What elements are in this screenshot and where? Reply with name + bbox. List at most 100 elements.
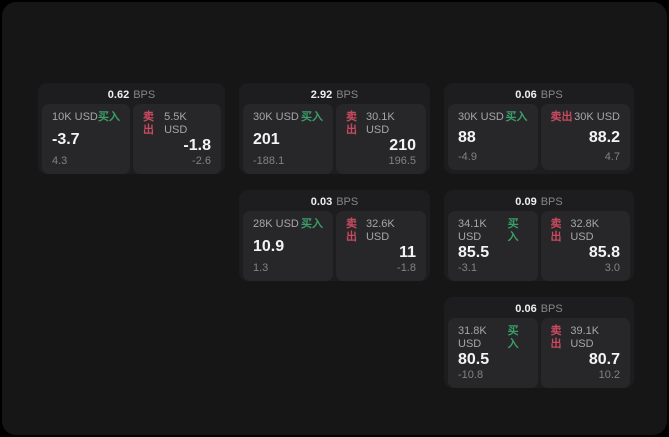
spread-bps-value: 0.06 <box>515 303 537 315</box>
sell-quote-panel[interactable]: 卖出 32.8K USD 85.8 3.0 <box>540 211 630 281</box>
buy-panel-header: 31.8K USD 买入 <box>458 325 528 351</box>
sell-size-label: 39.1K USD <box>570 325 600 350</box>
buy-size-label: 28K USD <box>253 218 299 230</box>
quote-card-3: 0.06 BPS 30K USD 买入 88 -4.9 卖出 30K USD <box>444 83 634 174</box>
sell-side-label: 卖出 <box>143 111 154 136</box>
sell-size-label: 32.6K USD <box>365 218 395 243</box>
spread-bps-unit: BPS <box>540 196 563 208</box>
buy-price: 85.5 <box>458 244 490 261</box>
card-header: 0.09 BPS <box>448 194 630 211</box>
sell-quote-panel[interactable]: 卖出 30K USD 88.2 4.7 <box>540 104 630 170</box>
quote-board: 0.62 BPS 10K USD 买入 -3.7 4.3 卖出 5.5K USD <box>38 83 634 388</box>
sell-size-label: 30K USD <box>574 111 620 123</box>
quote-panels: 31.8K USD 买入 80.5 -10.8 卖出 39.1K USD 80.… <box>448 318 630 388</box>
sell-panel-header: 卖出 30.1K USD <box>346 111 416 137</box>
buy-side-label: 买入 <box>98 111 120 123</box>
quote-card-2: 2.92 BPS 30K USD 买入 201 -188.1 卖出 30.1K … <box>239 83 430 174</box>
buy-sub-value: 1.3 <box>253 262 269 274</box>
sell-quote-panel[interactable]: 卖出 39.1K USD 80.7 10.2 <box>540 318 630 388</box>
sell-price: 210 <box>389 137 416 154</box>
buy-quote-panel[interactable]: 34.1K USD 买入 85.5 -3.1 <box>448 211 538 281</box>
buy-panel-header: 28K USD 买入 <box>253 218 323 231</box>
buy-price: -3.7 <box>52 130 80 148</box>
buy-price: 80.5 <box>458 351 490 368</box>
sell-price: 11 <box>399 244 416 261</box>
sell-size-label: 32.8K USD <box>570 218 600 243</box>
quote-card-4: 0.03 BPS 28K USD 买入 10.9 1.3 卖出 32.6K US… <box>239 190 430 281</box>
spread-bps-unit: BPS <box>133 89 156 101</box>
sell-size-label: 30.1K USD <box>365 111 395 136</box>
sell-panel-header: 卖出 32.8K USD <box>551 218 621 244</box>
quote-panels: 30K USD 买入 88 -4.9 卖出 30K USD 88.2 4.7 <box>448 104 630 170</box>
sell-price: 85.8 <box>588 244 620 261</box>
buy-size-label: 10K USD <box>52 111 98 123</box>
sell-side-label: 卖出 <box>550 325 562 350</box>
sell-sub-value: 10.2 <box>598 369 620 381</box>
buy-size-label: 31.8K USD <box>458 325 487 350</box>
quote-panels: 34.1K USD 买入 85.5 -3.1 卖出 32.8K USD 85.8… <box>448 211 630 281</box>
card-header: 0.06 BPS <box>448 87 630 104</box>
buy-sub-value: -188.1 <box>253 155 285 167</box>
sell-sub-value: 3.0 <box>604 262 620 274</box>
spread-bps-unit: BPS <box>336 196 359 208</box>
card-header: 2.92 BPS <box>243 87 426 104</box>
buy-panel-header: 30K USD 买入 <box>458 111 528 124</box>
buy-side-label: 买入 <box>507 218 519 243</box>
buy-sub-value: -3.1 <box>458 262 477 274</box>
sell-quote-panel[interactable]: 卖出 32.6K USD 11 -1.8 <box>336 211 426 281</box>
sell-price: 80.7 <box>588 351 620 368</box>
buy-sub-value: 4.3 <box>52 155 68 167</box>
buy-sub-value: -4.9 <box>458 151 477 163</box>
buy-price: 10.9 <box>253 237 285 255</box>
buy-size-label: 30K USD <box>253 111 299 123</box>
spread-bps-value: 0.09 <box>515 196 537 208</box>
buy-quote-panel[interactable]: 30K USD 买入 88 -4.9 <box>448 104 538 170</box>
buy-side-label: 买入 <box>301 218 323 230</box>
buy-price: 201 <box>253 130 280 148</box>
spread-bps-value: 2.92 <box>310 89 333 101</box>
card-header: 0.03 BPS <box>243 194 426 211</box>
sell-side-label: 卖出 <box>550 218 562 243</box>
sell-size-label: 5.5K USD <box>164 111 188 136</box>
sell-side-label: 卖出 <box>550 111 573 123</box>
spread-bps-unit: BPS <box>540 303 563 315</box>
spread-bps-value: 0.62 <box>107 89 130 101</box>
spread-bps-value: 0.03 <box>310 196 333 208</box>
sell-panel-header: 卖出 5.5K USD <box>143 111 211 137</box>
buy-panel-header: 34.1K USD 买入 <box>458 218 528 244</box>
sell-sub-value: -1.8 <box>397 262 416 274</box>
buy-quote-panel[interactable]: 10K USD 买入 -3.7 4.3 <box>42 104 130 174</box>
sell-quote-panel[interactable]: 卖出 5.5K USD -1.8 -2.6 <box>133 104 221 174</box>
sell-quote-panel[interactable]: 卖出 30.1K USD 210 196.5 <box>336 104 426 174</box>
sell-side-label: 卖出 <box>346 111 357 136</box>
sell-sub-value: 4.7 <box>604 151 620 163</box>
sell-price: 88.2 <box>588 128 620 146</box>
buy-price: 88 <box>458 128 476 146</box>
quote-card-1: 0.62 BPS 10K USD 买入 -3.7 4.3 卖出 5.5K USD <box>38 83 225 174</box>
quote-panels: 28K USD 买入 10.9 1.3 卖出 32.6K USD 11 -1.8 <box>243 211 426 281</box>
buy-side-label: 买入 <box>301 111 323 123</box>
buy-quote-panel[interactable]: 30K USD 买入 201 -188.1 <box>243 104 333 174</box>
spread-bps-value: 0.06 <box>515 89 537 101</box>
sell-side-label: 卖出 <box>346 218 357 243</box>
buy-quote-panel[interactable]: 28K USD 买入 10.9 1.3 <box>243 211 333 281</box>
sell-panel-header: 卖出 30K USD <box>551 111 621 124</box>
card-header: 0.62 BPS <box>42 87 221 104</box>
buy-side-label: 买入 <box>507 325 519 350</box>
quote-panels: 10K USD 买入 -3.7 4.3 卖出 5.5K USD -1.8 -2.… <box>42 104 221 174</box>
buy-panel-header: 30K USD 买入 <box>253 111 323 124</box>
buy-side-label: 买入 <box>505 111 528 123</box>
buy-sub-value: -10.8 <box>458 369 484 381</box>
sell-price: -1.8 <box>183 137 211 154</box>
sell-panel-header: 卖出 39.1K USD <box>551 325 621 351</box>
quote-card-5: 0.09 BPS 34.1K USD 买入 85.5 -3.1 卖出 32.8K… <box>444 190 634 281</box>
card-header: 0.06 BPS <box>448 301 630 318</box>
sell-sub-value: 196.5 <box>388 155 416 167</box>
buy-quote-panel[interactable]: 31.8K USD 买入 80.5 -10.8 <box>448 318 538 388</box>
spread-bps-unit: BPS <box>336 89 359 101</box>
buy-size-label: 34.1K USD <box>458 218 487 243</box>
spread-bps-unit: BPS <box>540 89 563 101</box>
buy-size-label: 30K USD <box>458 111 504 123</box>
sell-sub-value: -2.6 <box>192 155 211 167</box>
